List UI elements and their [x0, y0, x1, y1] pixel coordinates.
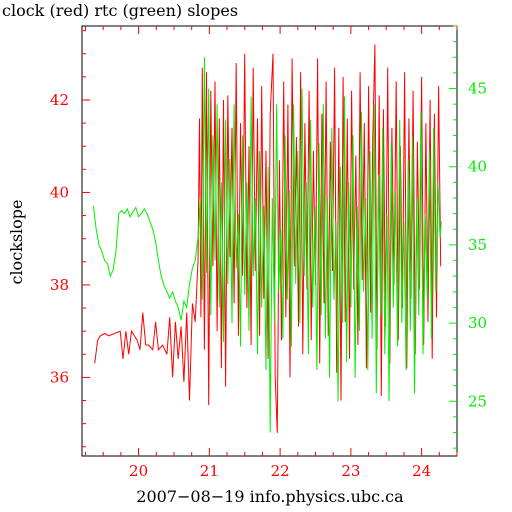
y-right-tick-label: 25 [468, 392, 487, 410]
ticks-layer: 20 21 22 23 24 36 38 40 42 25 30 35 40 45 [50, 25, 487, 480]
y-left-tick-label: 42 [50, 91, 69, 109]
x-axis-label: 2007−08−19 info.physics.ubc.ca [136, 487, 404, 506]
y-right-tick-label: 30 [468, 314, 487, 332]
chart-title: clock (red) rtc (green) slopes [2, 1, 238, 20]
series-layer [92, 44, 442, 433]
y-left-tick-label: 40 [50, 183, 69, 201]
x-tick-label: 20 [129, 462, 148, 480]
x-tick-label: 22 [271, 462, 290, 480]
y-left-tick-label: 38 [50, 276, 69, 294]
series-line-rtc [92, 57, 442, 433]
x-tick-label: 24 [412, 462, 431, 480]
x-tick-label: 23 [341, 462, 360, 480]
y-axis-label: clockslope [7, 199, 26, 284]
plot-frame [81, 25, 458, 457]
x-tick-label: 21 [200, 462, 219, 480]
y-left-tick-label: 36 [50, 368, 69, 386]
y-right-tick-label: 35 [468, 236, 487, 254]
y-right-tick-label: 45 [468, 80, 487, 98]
y-right-tick-label: 40 [468, 158, 487, 176]
